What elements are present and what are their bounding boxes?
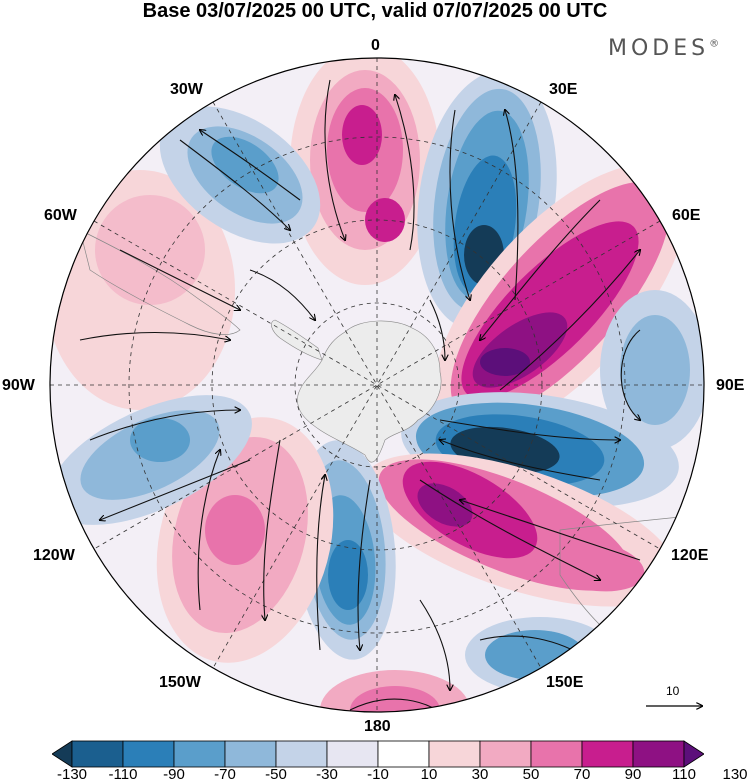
modes-logo: MODES® [608, 36, 719, 61]
south-america-outline [79, 229, 241, 335]
reference-vector-label: 10 [666, 684, 680, 698]
colorbar-tick-label: 30 [471, 766, 489, 783]
colorbar-segment [377, 740, 430, 768]
anomaly-field [50, 58, 704, 712]
streamlines [79, 79, 640, 712]
lon-label-60e: 60E [672, 207, 701, 224]
colorbar-tick-label: -130 [56, 766, 88, 783]
registered-mark: ® [709, 38, 720, 50]
colorbar-segment [173, 740, 226, 768]
colorbar-segment [581, 740, 634, 768]
map-boundary [49, 57, 705, 713]
colorbar-segment [632, 740, 685, 768]
colorbar-tick-label: 70 [573, 766, 591, 783]
colorbar-segment [52, 740, 73, 768]
colorbar-tick-label: 10 [420, 766, 438, 783]
colorbar-tick-label: 110 [672, 766, 696, 783]
lon-label-30e: 30E [549, 81, 578, 98]
colorbar-segment [71, 740, 124, 768]
lon-label-90e: 90E [716, 377, 745, 394]
colorbar-segment [428, 740, 481, 768]
colorbar-tick-label: -70 [214, 766, 236, 783]
colorbar-segment [530, 740, 583, 768]
lon-label-180: 180 [364, 718, 391, 735]
colorbar-tick-label: -30 [316, 766, 338, 783]
colorbar-segment [479, 740, 532, 768]
lon-label-120e: 120E [671, 547, 709, 564]
polar-map [49, 57, 705, 713]
colorbar-tick-label: -10 [367, 766, 389, 783]
colorbar-tick-label: 130 [722, 766, 748, 783]
colorbar-tick-label: 90 [624, 766, 642, 783]
colorbar-segment [683, 740, 704, 768]
antarctica-landmass [297, 320, 442, 463]
colorbar [52, 740, 704, 768]
lon-label-90w: 90W [2, 377, 35, 394]
graticule [50, 58, 704, 712]
colorbar-tick-label: -110 [108, 766, 138, 783]
colorbar-tick-label: 50 [522, 766, 540, 783]
map-disc [50, 58, 704, 712]
lon-label-120w: 120W [33, 547, 75, 564]
colorbar-segment [275, 740, 328, 768]
lon-label-30w: 30W [170, 81, 203, 98]
colorbar-tick-label: -50 [265, 766, 287, 783]
colorbar-segment [326, 740, 379, 768]
map-title: Base 03/07/2025 00 UTC, valid 07/07/2025… [142, 0, 608, 22]
colorbar-segment [122, 740, 175, 768]
lon-label-150e: 150E [546, 674, 584, 691]
lon-label-0: 0 [371, 37, 380, 54]
colorbar-tick-label: -90 [163, 766, 185, 783]
brand-text: MODES [608, 36, 710, 61]
lon-label-150w: 150W [159, 674, 201, 691]
colorbar-segment [224, 740, 277, 768]
lon-label-60w: 60W [44, 207, 77, 224]
